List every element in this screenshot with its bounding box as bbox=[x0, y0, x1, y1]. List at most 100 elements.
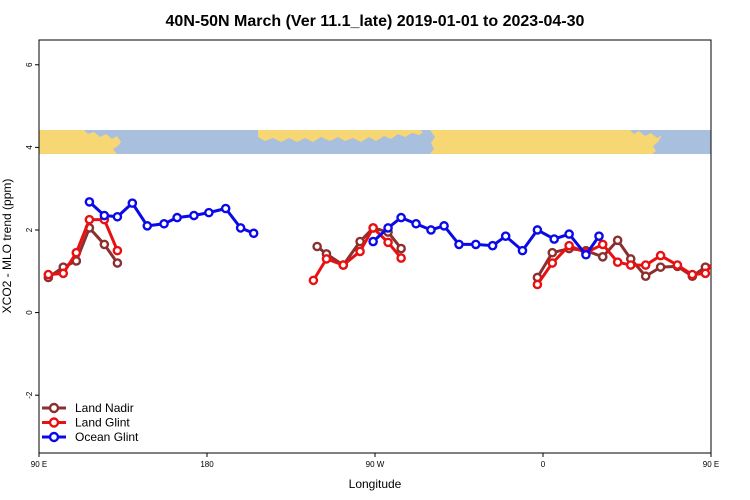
ocean-glint-point bbox=[220, 203, 231, 214]
land-glint-point bbox=[383, 237, 393, 248]
ocean-glint-point bbox=[159, 218, 169, 229]
land-glint-point bbox=[597, 239, 608, 250]
legend-label: Land Nadir bbox=[75, 401, 134, 415]
ocean-glint-point bbox=[487, 240, 498, 251]
ocean-glint-point bbox=[112, 211, 123, 222]
y-tick-label: 0 bbox=[25, 310, 34, 315]
ocean-glint-point bbox=[189, 210, 199, 221]
land-nadir-point bbox=[743, 241, 750, 248]
ocean-glint-point bbox=[743, 212, 750, 219]
legend-item-ocean-glint: Ocean Glint bbox=[42, 430, 139, 444]
ocean-glint-point bbox=[470, 239, 481, 250]
ocean-glint-point bbox=[172, 212, 182, 223]
land-nadir-point bbox=[597, 252, 608, 262]
land-glint-point bbox=[700, 268, 711, 279]
ocean-glint-point bbox=[439, 221, 449, 231]
ocean-glint-point bbox=[594, 231, 604, 241]
ocean-glint-point bbox=[411, 218, 421, 229]
ocean-glint-line bbox=[372, 216, 601, 257]
land-glint-point bbox=[58, 268, 69, 279]
y-tick-label: 2 bbox=[25, 227, 34, 232]
y-axis: -2 0 2 4 6 bbox=[25, 62, 39, 399]
land-glint-point bbox=[532, 279, 543, 290]
series-land-glint bbox=[43, 214, 750, 290]
land-glint-point bbox=[640, 260, 651, 270]
x-axis-label: Longitude bbox=[349, 477, 402, 491]
ocean-glint-point bbox=[517, 245, 528, 256]
x-tick-label: 180 bbox=[200, 460, 214, 469]
land-glint-point bbox=[625, 260, 636, 270]
ocean-glint-point bbox=[549, 234, 560, 244]
land-glint-point bbox=[321, 254, 332, 264]
legend-swatch-marker bbox=[48, 431, 60, 443]
land-nadir-point bbox=[640, 271, 651, 282]
land-glint-point bbox=[547, 258, 558, 268]
land-glint-point bbox=[687, 269, 698, 280]
land-glint-point bbox=[84, 214, 95, 225]
series-layer bbox=[43, 197, 750, 290]
land-glint-point bbox=[112, 245, 123, 256]
land-glint-point bbox=[396, 253, 406, 263]
land-glint-point bbox=[612, 257, 623, 267]
x-tick-label: 90 E bbox=[703, 460, 719, 469]
ocean-glint-point bbox=[84, 197, 95, 207]
ocean-glint-point bbox=[204, 207, 214, 218]
legend-label: Land Glint bbox=[75, 416, 130, 430]
ocean-glint-point bbox=[581, 249, 591, 260]
land-glint-point bbox=[308, 275, 319, 286]
land-glint-point bbox=[564, 240, 574, 251]
x-axis: 90 E 180 90 W 0 90 E bbox=[31, 453, 719, 469]
legend-swatch-marker bbox=[48, 417, 60, 428]
ocean-glint-point bbox=[454, 239, 464, 250]
ocean-glint-point bbox=[396, 212, 406, 223]
land-nadir-point bbox=[547, 247, 558, 258]
ocean-glint-point bbox=[142, 221, 153, 231]
chart-title: 40N-50N March (Ver 11.1_late) 2019-01-01… bbox=[166, 13, 585, 30]
land-glint-point bbox=[672, 260, 683, 270]
land-glint-point bbox=[368, 223, 378, 233]
land-nadir-point bbox=[730, 226, 737, 233]
ocean-glint-point bbox=[383, 223, 393, 233]
land-glint-point bbox=[338, 260, 349, 270]
legend-swatch-marker bbox=[48, 402, 60, 414]
world-map-strip bbox=[39, 130, 711, 154]
ocean-glint-point bbox=[564, 229, 574, 239]
land-nadir-point bbox=[655, 262, 666, 272]
ocean-glint-point bbox=[248, 228, 259, 239]
ocean-glint-point bbox=[426, 225, 436, 235]
ocean-glint-point bbox=[532, 225, 543, 235]
ocean-glint-point bbox=[500, 231, 511, 241]
ocean-glint-point bbox=[99, 210, 110, 221]
land-nadir-point bbox=[717, 259, 724, 266]
x-tick-label: 90 E bbox=[31, 460, 47, 469]
legend-item-land-glint: Land Glint bbox=[42, 416, 130, 430]
land-nadir-point bbox=[355, 236, 365, 247]
land-nadir-point bbox=[396, 243, 406, 254]
land-glint-point bbox=[717, 249, 724, 256]
map-land-shapes bbox=[39, 130, 662, 154]
y-tick-label: 4 bbox=[25, 145, 34, 150]
x-tick-label: 90 W bbox=[366, 460, 385, 469]
ocean-glint-point bbox=[730, 198, 737, 205]
land-glint-point bbox=[355, 246, 365, 257]
land-nadir-point bbox=[112, 258, 123, 268]
y-tick-label: -2 bbox=[25, 391, 34, 399]
ocean-glint-point bbox=[368, 236, 378, 247]
land-glint-point bbox=[71, 247, 82, 258]
land-glint-line bbox=[536, 242, 711, 286]
ocean-glint-point bbox=[235, 223, 246, 233]
legend-item-land-nadir: Land Nadir bbox=[42, 401, 134, 415]
ocean-glint-line bbox=[733, 202, 750, 226]
ocean-glint-point bbox=[127, 198, 138, 208]
legend-label: Ocean Glint bbox=[75, 430, 139, 444]
land-nadir-point bbox=[612, 235, 623, 246]
land-glint-point bbox=[730, 216, 737, 223]
land-glint-point bbox=[743, 216, 750, 223]
y-axis-label: XCO2 - MLO trend (ppm) bbox=[0, 179, 14, 314]
x-tick-label: 0 bbox=[541, 460, 546, 469]
land-glint-point bbox=[43, 269, 54, 280]
land-glint-point bbox=[655, 250, 666, 261]
land-nadir-point bbox=[99, 239, 110, 250]
